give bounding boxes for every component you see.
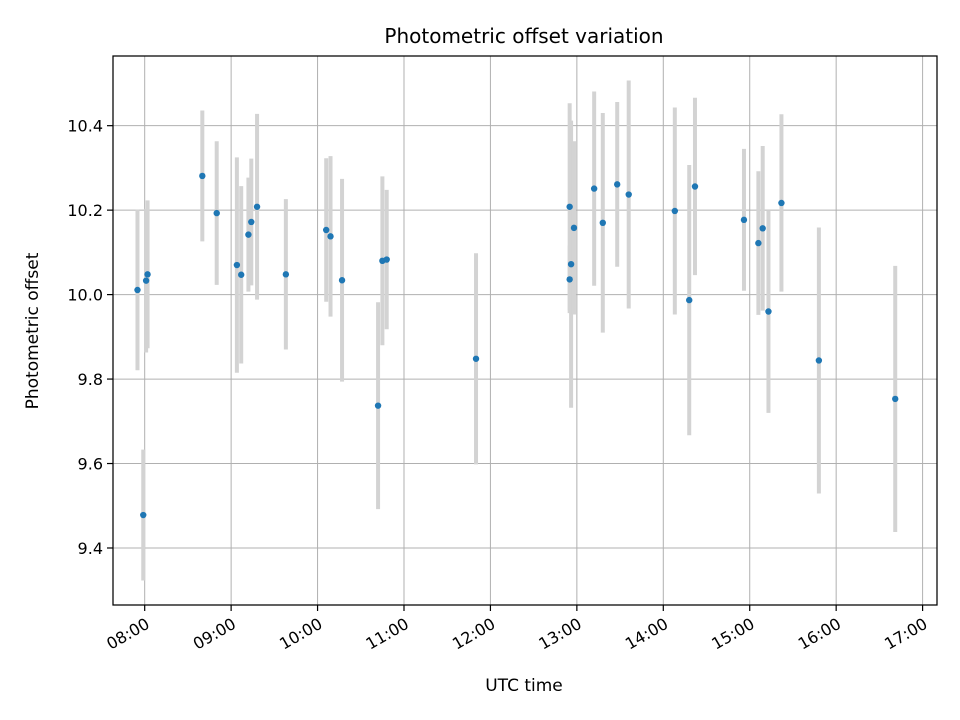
y-tick-label: 9.4: [78, 539, 103, 558]
data-point: [765, 308, 772, 315]
data-point: [140, 511, 147, 519]
data-point-layer: [134, 172, 899, 519]
y-tick-label: 10.4: [67, 117, 103, 136]
data-point: [323, 226, 330, 234]
data-point: [566, 203, 573, 210]
data-point: [590, 185, 598, 192]
data-point: [691, 183, 699, 190]
data-point: [144, 271, 151, 278]
data-point: [759, 225, 766, 232]
y-tick-label: 10.0: [67, 286, 103, 305]
data-point: [338, 277, 346, 284]
x-axis-title: UTC time: [485, 676, 563, 696]
data-point: [671, 207, 679, 215]
data-point: [570, 224, 578, 232]
chart-title: Photometric offset variation: [384, 24, 663, 48]
data-point: [233, 261, 241, 269]
grid-layer: [113, 56, 937, 605]
y-tick-label: 9.8: [78, 370, 103, 389]
data-point: [778, 199, 785, 207]
data-point: [374, 402, 382, 409]
data-point: [815, 357, 823, 364]
data-point: [248, 218, 255, 226]
data-point: [199, 172, 206, 180]
data-point: [755, 239, 762, 247]
data-point: [625, 191, 632, 198]
data-point: [142, 277, 150, 284]
data-point: [134, 286, 141, 294]
data-point: [567, 260, 575, 268]
data-point: [282, 271, 290, 278]
data-point: [686, 296, 693, 304]
data-point: [613, 181, 621, 188]
data-point: [472, 355, 480, 362]
plot-area-frame: [112, 55, 938, 606]
data-point: [327, 233, 334, 240]
data-point: [892, 395, 899, 403]
data-point: [740, 216, 748, 224]
data-point: [245, 231, 252, 238]
data-point: [238, 271, 245, 278]
data-point: [383, 256, 390, 263]
data-point: [599, 219, 606, 227]
data-point: [213, 209, 220, 217]
y-tick-label: 10.2: [67, 201, 103, 220]
y-axis-title: Photometric offset: [23, 252, 43, 409]
data-point: [566, 276, 573, 283]
data-point: [253, 203, 261, 210]
y-tick-label: 9.6: [78, 455, 103, 474]
